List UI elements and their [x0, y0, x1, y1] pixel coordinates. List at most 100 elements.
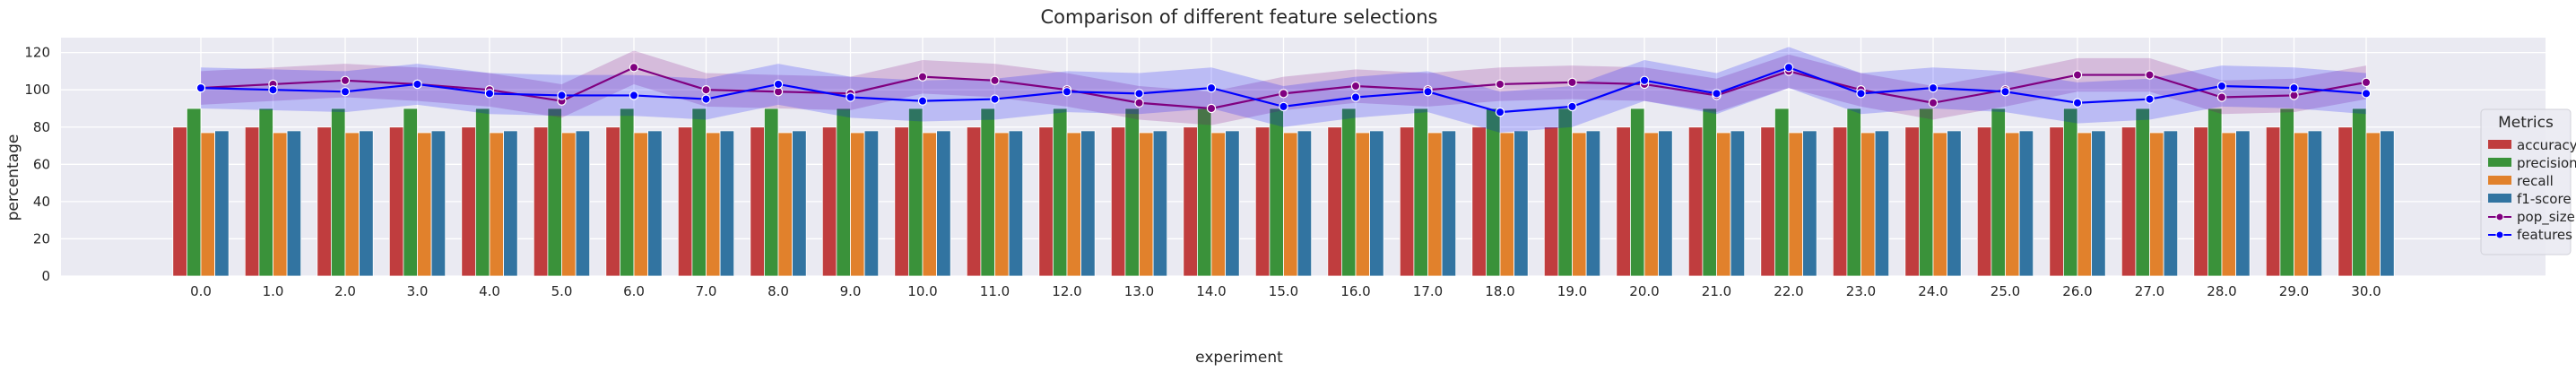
bar-precision — [764, 108, 779, 277]
point-pop_size — [701, 84, 711, 95]
bar-f1-score — [1152, 130, 1168, 277]
bar-precision — [403, 108, 418, 277]
bar-accuracy — [1832, 126, 1848, 277]
bar-precision — [2135, 108, 2150, 277]
bar-precision — [186, 108, 202, 277]
point-features — [846, 92, 855, 102]
point-features — [629, 91, 639, 100]
bar-recall — [561, 132, 577, 277]
bar-recall — [2149, 132, 2164, 277]
legend-label-features: features — [2517, 227, 2572, 243]
y-ticks: 0 20 40 60 80 100 120 — [24, 45, 50, 284]
x-tick-label: 11.0 — [980, 283, 1010, 299]
bar-f1-score — [863, 130, 880, 277]
bar-f1-score — [1225, 130, 1240, 277]
bar-precision — [620, 108, 635, 277]
point-pop_size — [1206, 103, 1217, 114]
legend-swatch-precision — [2488, 158, 2511, 167]
bar-precision — [1557, 108, 1573, 277]
x-tick-label: 21.0 — [1702, 283, 1731, 299]
bar-f1-score — [2163, 130, 2179, 277]
bar-f1-score — [1658, 130, 1673, 277]
x-tick-label: 4.0 — [479, 283, 500, 299]
bar-recall — [1427, 132, 1443, 277]
bar-recall — [200, 132, 216, 277]
point-features — [917, 96, 928, 106]
legend-label-accuracy: accuracy — [2517, 137, 2576, 153]
x-tick-label: 3.0 — [407, 283, 429, 299]
y-tick-label: 40 — [33, 194, 50, 210]
bar-recall — [2294, 132, 2309, 277]
bar-accuracy — [2049, 126, 2064, 277]
bar-recall — [1355, 132, 1371, 277]
x-axis-label: experiment — [1195, 349, 1283, 367]
bar-recall — [1139, 132, 1154, 277]
bar-recall — [1283, 132, 1298, 277]
point-pop_size — [2216, 92, 2227, 102]
point-features — [340, 87, 351, 97]
legend-title: Metrics — [2498, 114, 2554, 132]
bar-precision — [691, 108, 707, 277]
point-features — [1134, 89, 1144, 99]
bar-accuracy — [244, 126, 260, 277]
bar-recall — [1572, 132, 1587, 277]
bar-precision — [2207, 108, 2223, 277]
bar-precision — [475, 108, 490, 277]
bar-f1-score — [719, 130, 735, 277]
bar-precision — [1124, 108, 1140, 277]
bar-recall — [1210, 132, 1227, 277]
x-ticks: 0.0 1.0 2.0 3.0 4.0 5.0 6.0 7.0 8.0 9.0 10.0 11.0 12… — [190, 283, 2381, 299]
x-tick-label: 15.0 — [1269, 283, 1298, 299]
point-pop_size — [2072, 70, 2083, 80]
bar-precision — [1486, 108, 1501, 277]
bar-precision — [1918, 108, 1934, 277]
bar-accuracy — [1904, 126, 1920, 277]
x-tick-label: 0.0 — [190, 283, 212, 299]
bar-f1-score — [1297, 130, 1313, 277]
bar-f1-score — [2091, 130, 2106, 277]
bar-recall — [2077, 132, 2093, 277]
bar-f1-score — [792, 130, 807, 277]
point-features — [2145, 94, 2155, 104]
legend-label-pop_size: pop_size — [2517, 209, 2575, 226]
bar-accuracy — [821, 126, 837, 277]
bar-f1-score — [1802, 130, 1817, 277]
bar-accuracy — [1254, 126, 1271, 277]
point-features — [268, 84, 278, 95]
bar-recall — [489, 132, 505, 277]
x-tick-label: 8.0 — [768, 283, 789, 299]
point-features — [1206, 82, 1217, 93]
point-features — [773, 79, 784, 90]
bar-recall — [273, 132, 288, 277]
x-tick-label: 29.0 — [2279, 283, 2309, 299]
bar-accuracy — [1038, 126, 1054, 277]
y-tick-label: 80 — [33, 119, 50, 135]
bar-accuracy — [750, 126, 765, 277]
bar-f1-score — [936, 130, 951, 277]
bar-accuracy — [317, 126, 332, 277]
bar-accuracy — [1687, 126, 1704, 277]
bar-precision — [330, 108, 346, 277]
legend-marker-pop_size — [2495, 212, 2504, 221]
point-features — [1495, 107, 1505, 117]
bar-precision — [1991, 108, 2006, 277]
legend-swatch-recall — [2488, 176, 2511, 185]
bar-f1-score — [1585, 130, 1601, 277]
bar-accuracy — [966, 126, 982, 277]
x-tick-label: 30.0 — [2351, 283, 2381, 299]
bar-accuracy — [1183, 126, 1198, 277]
bar-f1-score — [1730, 130, 1746, 277]
y-tick-label: 120 — [24, 45, 50, 61]
point-features — [557, 91, 567, 100]
bar-recall — [922, 132, 938, 277]
bar-accuracy — [2265, 126, 2281, 277]
point-features — [1350, 92, 1361, 102]
point-features — [2216, 81, 2227, 91]
point-features — [2072, 98, 2083, 108]
point-features — [1062, 87, 1072, 97]
bar-recall — [633, 132, 649, 277]
x-tick-label: 18.0 — [1485, 283, 1514, 299]
point-features — [1712, 89, 1722, 99]
point-features — [2289, 82, 2299, 93]
bar-f1-score — [2018, 130, 2034, 277]
